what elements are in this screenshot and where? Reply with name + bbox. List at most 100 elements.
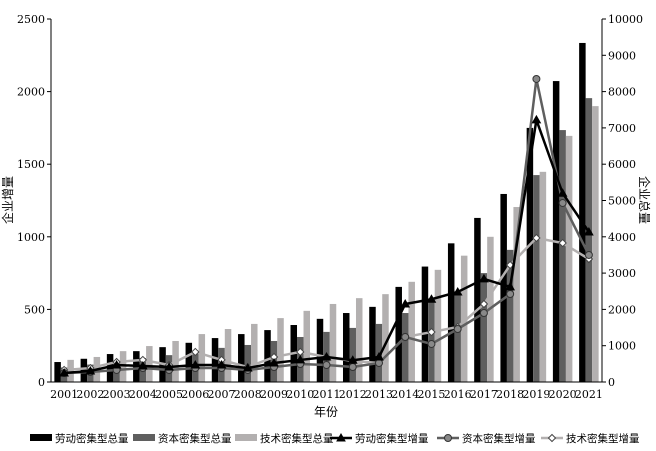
- legend-label: 技术密集型增量: [566, 432, 640, 445]
- line-point-diamond: [547, 433, 557, 443]
- legend: 劳动密集型总量 资本密集型总量 技术密集型总量 劳动密集型增量 资本密集型增量 技术密集型…: [30, 432, 640, 445]
- x-tick-label: 2014: [391, 388, 419, 401]
- y-axis-left-title: 企业增量: [0, 176, 15, 224]
- x-tick-label: 2004: [129, 388, 157, 401]
- y-right-tick-label: 3000: [608, 267, 636, 280]
- lines-layer: [59, 74, 594, 377]
- legend-label: 劳动密集型增量: [355, 432, 429, 445]
- x-tick-label: 2008: [234, 388, 262, 401]
- bar: [264, 330, 271, 382]
- x-tick-label: 2011: [313, 388, 341, 401]
- bar: [526, 127, 534, 383]
- x-tick-label: 2018: [496, 388, 524, 401]
- line-point-circle: [322, 361, 331, 370]
- y-right-tick-label: 0: [608, 376, 615, 389]
- legend-label: 技术密集型总量: [260, 432, 334, 445]
- x-tick-label: 2005: [155, 388, 183, 401]
- line-point-circle: [558, 198, 567, 207]
- legend-swatch-bar: [235, 434, 257, 441]
- line-point-triangle: [295, 354, 306, 364]
- x-tick-label: 2009: [260, 388, 288, 401]
- bar: [592, 106, 599, 383]
- legend-swatch-bar: [30, 434, 52, 441]
- x-tick-label: 2020: [549, 388, 577, 401]
- x-tick-label: 2021: [575, 388, 603, 401]
- line-point-triangle: [531, 114, 542, 124]
- y-right-tick-label: 8000: [608, 86, 636, 99]
- line-point-diamond: [532, 233, 541, 243]
- line-point-circle: [401, 332, 410, 341]
- y-right-tick-label: 4000: [608, 231, 636, 244]
- x-axis-title: 年份: [314, 405, 338, 419]
- line-point-triangle: [479, 273, 489, 283]
- bar: [552, 81, 560, 382]
- bar: [316, 318, 324, 382]
- y-axis-right-title: 企业总量: [637, 176, 652, 224]
- line-point-triangle: [505, 281, 516, 291]
- legend-swatch-bar: [133, 434, 155, 441]
- line-point-triangle: [374, 352, 384, 361]
- y-left-tick-label: 2000: [17, 86, 45, 99]
- line-point-triangle: [269, 357, 279, 367]
- bar: [513, 207, 520, 382]
- line-point-circle: [479, 309, 488, 318]
- line-point-triangle: [242, 363, 253, 372]
- line-point-circle: [453, 325, 462, 334]
- y-left-tick-label: 1500: [17, 158, 45, 171]
- x-tick-label: 2001: [50, 388, 78, 401]
- line-point-circle: [532, 74, 541, 83]
- line-point-circle: [374, 358, 383, 367]
- x-tick-label: 2013: [365, 388, 393, 401]
- bar: [401, 313, 409, 382]
- line-point-triangle: [321, 352, 332, 361]
- bar: [303, 310, 311, 382]
- line-point-triangle: [400, 299, 411, 308]
- bar: [447, 243, 455, 382]
- line-point-triangle: [111, 360, 122, 369]
- bar: [474, 217, 481, 382]
- line-point-diamond: [558, 238, 567, 248]
- bars-layer: [54, 42, 599, 383]
- x-tick-label: 2015: [417, 388, 445, 401]
- bar: [559, 130, 566, 382]
- bar: [54, 362, 61, 382]
- x-tick-label: 2016: [444, 388, 472, 401]
- line-point-triangle: [452, 286, 463, 296]
- x-tick-label: 2019: [522, 388, 550, 401]
- bar: [585, 98, 593, 382]
- y-left-tick-label: 2500: [17, 13, 45, 26]
- line-point-triangle: [336, 432, 346, 442]
- bar: [211, 338, 219, 382]
- y-right-tick-label: 2000: [608, 303, 636, 316]
- bar: [342, 313, 350, 382]
- bar: [579, 42, 586, 382]
- line-point-triangle: [557, 188, 568, 197]
- bar: [349, 327, 356, 382]
- axes-layer: 0 500 1000 1500 2000 2500 0 1000 2000 3000 4000 500…: [17, 13, 643, 401]
- bar: [238, 334, 245, 382]
- x-tick-label: 2007: [208, 388, 236, 401]
- line-point-diamond: [427, 327, 436, 337]
- bar: [408, 281, 415, 382]
- line-point-triangle: [190, 360, 201, 369]
- legend-label: 资本密集型增量: [462, 432, 536, 445]
- bar: [355, 298, 363, 382]
- line-point-circle: [427, 339, 436, 348]
- x-tick-label: 2010: [286, 388, 314, 401]
- line-point-diamond: [479, 299, 489, 309]
- line-point-diamond: [505, 260, 515, 270]
- bar: [500, 193, 507, 382]
- bar: [106, 354, 114, 382]
- bar: [198, 334, 206, 382]
- y-right-tick-label: 10000: [608, 13, 643, 26]
- legend-label: 资本密集型总量: [158, 432, 232, 445]
- bar: [454, 294, 461, 382]
- y-right-tick-label: 5000: [608, 195, 636, 208]
- bar: [395, 286, 402, 382]
- bar: [119, 351, 127, 382]
- line-point-triangle: [426, 294, 437, 303]
- bar: [480, 273, 488, 382]
- bar: [251, 323, 258, 382]
- line-point-circle: [348, 363, 357, 372]
